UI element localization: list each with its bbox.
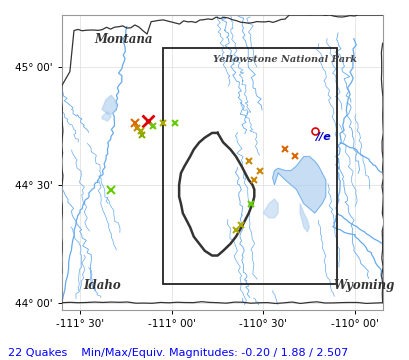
Text: Montana: Montana	[94, 33, 153, 46]
Polygon shape	[102, 112, 111, 121]
Text: Yellowstone National Park: Yellowstone National Park	[213, 55, 357, 64]
Polygon shape	[272, 157, 325, 213]
Text: Idaho: Idaho	[83, 279, 121, 292]
Polygon shape	[102, 95, 117, 114]
Polygon shape	[299, 204, 308, 232]
Bar	[162, 48, 336, 284]
Text: //e: //e	[314, 132, 330, 142]
Text: Wyoming: Wyoming	[333, 279, 393, 292]
Text: 22 Quakes    Min/Max/Equiv. Magnitudes: -0.20 / 1.88 / 2.507: 22 Quakes Min/Max/Equiv. Magnitudes: -0.…	[8, 348, 348, 358]
Polygon shape	[263, 199, 277, 218]
